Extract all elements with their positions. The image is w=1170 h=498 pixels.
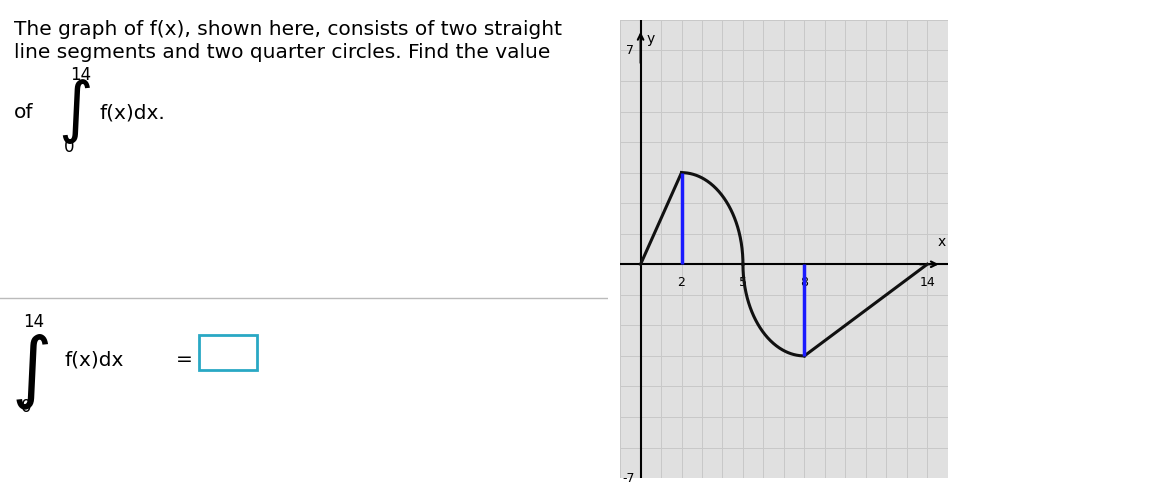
Text: The graph of f(x), shown here, consists of two straight: The graph of f(x), shown here, consists … (14, 20, 562, 39)
Text: 2: 2 (677, 276, 686, 289)
Text: ∫: ∫ (12, 333, 53, 409)
Text: 8: 8 (800, 276, 808, 289)
Bar (199, 335, 257, 370)
Text: x: x (937, 235, 945, 249)
Text: line segments and two quarter circles. Find the value: line segments and two quarter circles. F… (14, 43, 550, 62)
Text: 5: 5 (739, 276, 746, 289)
Text: y: y (647, 32, 655, 46)
Text: 14: 14 (70, 66, 91, 84)
Text: f(x)dx: f(x)dx (64, 350, 124, 369)
Text: 14: 14 (23, 313, 44, 331)
Text: 0: 0 (21, 398, 32, 416)
Text: -7: -7 (622, 472, 634, 485)
Text: =: = (176, 350, 192, 369)
Text: of: of (14, 103, 34, 122)
Text: ∫: ∫ (58, 78, 94, 144)
Text: 0: 0 (64, 138, 75, 156)
Text: f(x)dx.: f(x)dx. (99, 103, 165, 122)
Text: 14: 14 (920, 276, 935, 289)
Text: 7: 7 (626, 44, 634, 57)
